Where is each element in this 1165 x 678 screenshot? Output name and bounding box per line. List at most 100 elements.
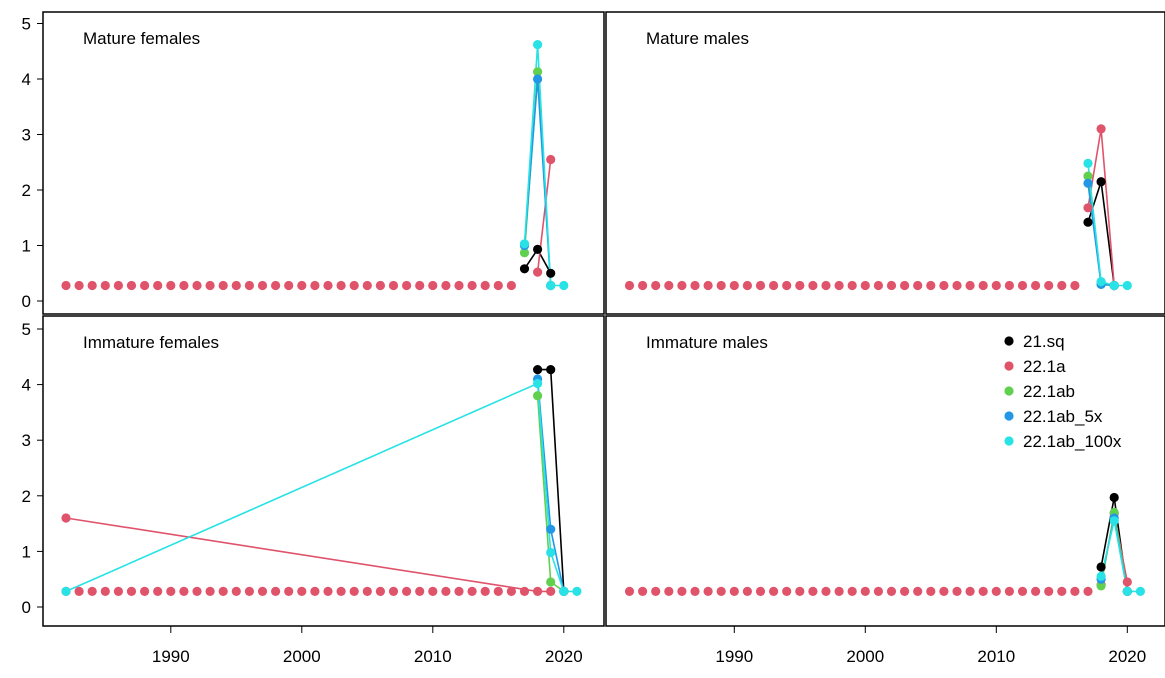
panel-title: Immature females — [83, 333, 219, 352]
data-point-22-1a — [782, 586, 792, 597]
legend-label: 22.1ab — [1023, 382, 1075, 401]
data-point-22-1a — [284, 586, 294, 597]
data-point-22-1a — [257, 586, 268, 597]
data-point-22-1ab — [533, 67, 543, 77]
data-point-22-1a — [1031, 586, 1041, 597]
data-point-22-1a — [192, 586, 202, 597]
data-point-22-1ab_100x — [546, 547, 556, 558]
data-point-22-1a — [388, 586, 399, 597]
y-tick-label: 4 — [22, 376, 31, 395]
data-point-22-1a — [375, 280, 385, 291]
data-point-22-1a — [742, 586, 753, 597]
data-point-22-1a — [113, 586, 123, 597]
data-point-22-1a — [415, 280, 425, 291]
data-point-22-1ab_100x — [559, 280, 569, 291]
data-point-22-1a — [415, 586, 425, 597]
data-point-22-1a — [926, 586, 936, 597]
panel-mature-males-frame — [605, 11, 1165, 315]
y-tick-label: 4 — [22, 70, 31, 89]
data-point-22-1ab_100x — [1096, 277, 1106, 287]
data-point-22-1a — [506, 586, 516, 597]
data-point-22-1a — [795, 586, 805, 597]
data-point-22-1a — [87, 280, 97, 291]
data-point-21-sq — [533, 365, 543, 375]
data-point-22-1a — [1044, 280, 1054, 291]
data-point-22-1a — [939, 586, 949, 597]
data-point-22-1a — [1096, 124, 1106, 134]
data-point-22-1a — [493, 586, 503, 597]
x-tick-label: 2000 — [846, 647, 884, 666]
y-tick-label: 1 — [22, 237, 31, 256]
data-point-22-1a — [113, 280, 123, 291]
data-point-22-1a — [1004, 586, 1015, 597]
x-tick-label: 1990 — [152, 647, 190, 666]
data-point-22-1a — [126, 280, 137, 291]
data-point-22-1a — [402, 586, 412, 597]
data-point-22-1a — [624, 586, 635, 597]
data-point-22-1ab_100x — [1083, 158, 1093, 168]
data-point-22-1a — [1070, 280, 1080, 291]
data-point-22-1a — [873, 586, 884, 597]
x-tick-label: 2000 — [283, 647, 321, 666]
data-point-22-1a — [729, 586, 739, 597]
data-point-22-1ab_100x — [533, 40, 543, 50]
legend-marker — [1004, 411, 1014, 421]
x-tick-label: 2020 — [1108, 647, 1146, 666]
data-point-22-1a — [847, 280, 857, 291]
data-point-22-1a — [677, 586, 687, 597]
data-point-22-1a — [362, 586, 372, 597]
data-point-22-1a — [192, 280, 202, 291]
data-point-22-1a — [913, 280, 923, 291]
data-point-22-1ab_100x — [1109, 516, 1119, 526]
data-point-22-1a — [638, 280, 648, 291]
data-point-22-1ab_5x — [546, 524, 556, 534]
data-point-22-1a — [978, 280, 988, 291]
data-point-22-1a — [808, 586, 818, 597]
data-point-22-1ab — [1096, 581, 1106, 591]
data-point-22-1a — [991, 280, 1001, 291]
data-point-22-1a — [769, 586, 779, 597]
data-point-22-1ab_100x — [1122, 280, 1132, 291]
data-point-22-1a — [297, 586, 307, 597]
data-point-22-1a — [886, 586, 897, 597]
data-point-22-1a — [323, 280, 333, 291]
panel-immature-females-frame — [42, 315, 605, 627]
data-point-22-1a — [834, 280, 844, 291]
data-point-22-1a — [441, 586, 451, 597]
series-line-21-sq — [537, 368, 565, 592]
data-point-22-1a — [349, 586, 359, 597]
series-line-22-1ab_100x — [523, 44, 564, 287]
data-point-22-1a — [546, 154, 556, 165]
data-point-22-1a — [1017, 586, 1028, 597]
data-point-22-1a — [808, 280, 818, 291]
data-point-22-1a — [900, 280, 910, 291]
legend-marker — [1004, 386, 1014, 396]
data-point-22-1a — [624, 280, 635, 291]
series-line-22-1ab_100x — [1087, 163, 1128, 287]
data-point-22-1a — [506, 280, 516, 291]
data-point-22-1a — [991, 586, 1001, 597]
x-tick-label: 1990 — [715, 647, 753, 666]
data-point-22-1a — [271, 586, 281, 597]
data-point-22-1a — [480, 586, 490, 597]
data-point-22-1a — [546, 586, 556, 597]
data-point-22-1a — [716, 280, 726, 291]
data-point-22-1a — [257, 280, 268, 291]
data-point-22-1ab — [533, 391, 543, 401]
data-point-22-1a — [1057, 280, 1067, 291]
data-point-22-1ab_5x — [533, 74, 543, 84]
data-point-22-1a — [74, 586, 84, 597]
data-point-21-sq — [519, 264, 530, 274]
data-point-22-1a — [323, 586, 333, 597]
data-point-22-1ab_5x — [1083, 178, 1093, 188]
data-point-22-1a — [965, 280, 975, 291]
data-point-22-1a — [441, 280, 451, 291]
data-point-21-sq — [1083, 217, 1093, 227]
data-point-22-1a — [755, 586, 766, 597]
data-point-22-1ab — [1083, 171, 1093, 181]
data-point-22-1a — [978, 586, 988, 597]
data-point-22-1a — [100, 586, 110, 597]
data-point-22-1a — [271, 280, 281, 291]
data-point-22-1a — [939, 280, 949, 291]
